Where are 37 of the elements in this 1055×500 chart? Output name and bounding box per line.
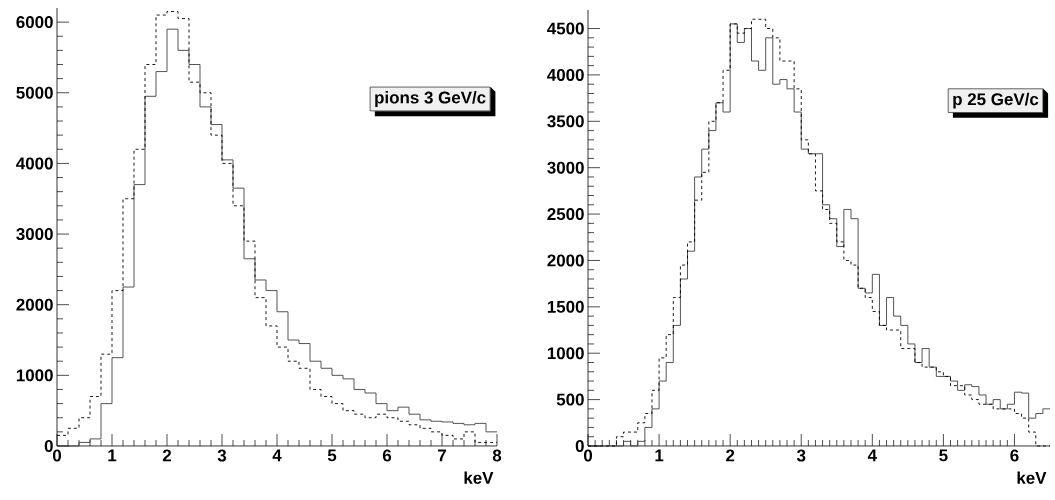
y-tick-label: 3000 (16, 228, 53, 241)
y-tick-label: 0 (44, 439, 53, 452)
y-tick-label: 2000 (547, 254, 584, 267)
y-tick-label: 2000 (16, 298, 53, 311)
y-tick-label: 4000 (16, 157, 53, 170)
x-tick-label: 6 (1010, 449, 1019, 462)
x-axis-title: keV (1017, 471, 1047, 484)
x-tick-label: 8 (492, 449, 502, 462)
x-tick-label: 4 (272, 449, 282, 462)
x-tick-label: 0 (52, 449, 62, 462)
x-tick-label: 6 (382, 449, 392, 462)
y-tick-label: 1000 (547, 347, 584, 360)
x-tick-label: 1 (108, 449, 117, 462)
y-tick-label: 1500 (547, 300, 584, 313)
x-tick-label: 0 (583, 449, 593, 462)
x-tick-label: 1 (655, 449, 664, 462)
y-tick-label: 500 (556, 393, 584, 406)
annotation: pions 3 GeV/c (375, 91, 486, 107)
x-tick-label: 5 (939, 449, 948, 462)
y-tick-label: 3500 (547, 115, 584, 128)
x-tick-label: 3 (796, 449, 806, 462)
annotation: p 25 GeV/c (953, 92, 1039, 109)
y-tick-label: 4000 (547, 68, 584, 81)
y-tick-label: 4500 (547, 22, 584, 35)
y-tick-label: 2500 (547, 208, 584, 221)
y-tick-label: 5000 (16, 86, 53, 99)
x-axis-title: keV (464, 471, 494, 484)
x-tick-label: 3 (217, 449, 227, 462)
y-tick-label: 3000 (547, 161, 584, 174)
x-tick-label: 5 (327, 449, 337, 462)
x-tick-label: 2 (726, 449, 735, 462)
y-tick-label: 6000 (16, 16, 53, 29)
x-tick-label: 2 (162, 449, 172, 462)
x-tick-label: 4 (867, 449, 877, 462)
y-tick-label: 1000 (16, 369, 53, 382)
y-tick-label: 0 (575, 439, 584, 452)
x-tick-label: 7 (438, 449, 446, 462)
